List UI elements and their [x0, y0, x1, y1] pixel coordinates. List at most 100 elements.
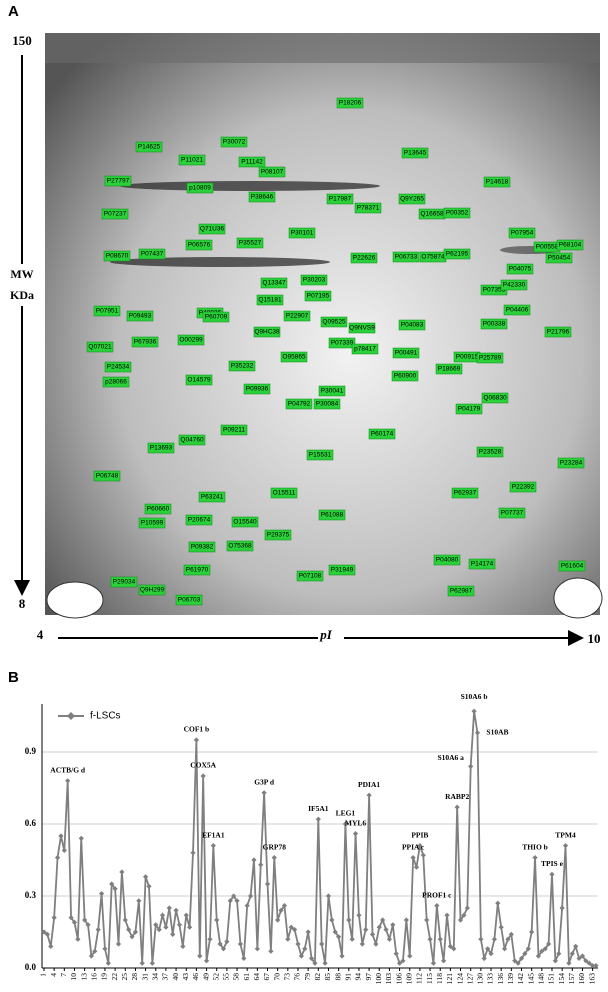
data-point — [525, 946, 531, 952]
data-point — [430, 960, 437, 966]
label-box — [178, 434, 206, 446]
protein-label: O14579 — [187, 377, 211, 384]
x-tick-label: 115 — [425, 973, 434, 984]
annotation: EF1A1 — [202, 830, 225, 839]
protein-label: P04083 — [401, 322, 424, 329]
data-point — [200, 773, 206, 779]
data-point — [258, 862, 264, 868]
protein-label: P00338 — [483, 321, 506, 328]
protein-label: O75368 — [228, 543, 252, 550]
protein-label: P60660 — [147, 506, 170, 513]
x-tick-label: 64 — [252, 973, 261, 981]
data-point — [583, 958, 589, 964]
label-box — [285, 398, 313, 410]
protein-label: Q9H299 — [140, 587, 165, 594]
x-tick-label: 88 — [333, 973, 342, 981]
label-box — [135, 141, 163, 153]
label-box — [177, 334, 205, 346]
x-tick-label: 76 — [293, 973, 302, 981]
data-point — [373, 941, 379, 947]
x-tick-label: 28 — [130, 973, 139, 981]
data-point — [383, 927, 389, 933]
protein-label: P09382 — [191, 544, 214, 551]
label-box — [476, 446, 504, 458]
data-point — [542, 946, 548, 952]
data-point — [390, 922, 396, 928]
data-point — [163, 924, 169, 930]
protein-label: P07195 — [307, 293, 330, 300]
x-tick-label: 67 — [262, 973, 271, 981]
protein-label: P18669 — [438, 366, 461, 373]
label-box — [198, 491, 226, 503]
protein-label: P06576 — [188, 242, 211, 249]
annotation: TPIS e — [541, 859, 564, 868]
protein-label: P07954 — [511, 230, 534, 237]
label-box — [391, 370, 419, 382]
x-tick-label: 85 — [323, 973, 332, 981]
label-box — [348, 322, 376, 334]
protein-label: P78371 — [357, 205, 380, 212]
data-point — [552, 958, 558, 964]
x-tick-label: 52 — [211, 973, 220, 981]
x-tick-label: 25 — [120, 973, 129, 981]
protein-label: P29375 — [267, 532, 290, 539]
data-point — [112, 886, 118, 892]
data-point — [393, 951, 399, 957]
protein-label: P62987 — [450, 588, 473, 595]
label-box — [447, 585, 475, 597]
protein-label: P67936 — [134, 339, 157, 346]
x-tick-label: 109 — [404, 973, 413, 985]
label-box — [392, 251, 420, 263]
protein-label: O15540 — [233, 519, 257, 526]
label-box — [138, 248, 166, 260]
label-box — [93, 305, 121, 317]
label-box — [320, 316, 348, 328]
data-point — [75, 936, 81, 942]
data-point — [485, 946, 491, 952]
protein-label: Q16658 — [420, 211, 444, 218]
data-point — [451, 946, 457, 952]
protein-label: P30041 — [321, 388, 344, 395]
data-point — [122, 917, 128, 923]
data-point — [352, 831, 359, 837]
label-box — [498, 507, 526, 519]
annotation: PDIA1 — [358, 780, 380, 789]
data-point — [153, 922, 159, 928]
label-box — [283, 310, 311, 322]
protein-label: P07437 — [141, 251, 164, 258]
data-point — [515, 960, 521, 966]
data-point — [82, 917, 88, 923]
x-tick-label: 130 — [476, 973, 485, 985]
data-point — [224, 939, 230, 945]
data-point — [159, 912, 166, 918]
data-point — [278, 907, 284, 913]
data-point — [535, 953, 542, 959]
data-point — [58, 833, 64, 839]
label-box — [433, 554, 461, 566]
x-tick-label: 19 — [100, 973, 109, 981]
data-point — [136, 898, 142, 904]
data-point — [380, 917, 386, 923]
data-point — [329, 917, 335, 923]
y-label: KDa — [10, 288, 34, 302]
label-box — [188, 541, 216, 553]
protein-label: Q9NVS9 — [349, 325, 375, 332]
data-point — [363, 927, 369, 933]
label-box — [102, 376, 130, 388]
data-point — [559, 905, 565, 911]
protein-label: P15531 — [309, 452, 332, 459]
protein-label: Q9HC38 — [254, 329, 280, 336]
label-box — [443, 248, 471, 260]
data-point — [176, 922, 183, 928]
annotation: LEG1 — [336, 809, 356, 818]
label-box — [236, 237, 264, 249]
label-box — [178, 154, 206, 166]
x-tick-label: 37 — [161, 973, 170, 981]
x-tick-label: 79 — [303, 973, 312, 981]
data-point — [424, 917, 430, 923]
data-point — [359, 941, 365, 947]
panel-label: A — [8, 3, 19, 20]
data-point — [339, 953, 345, 959]
label-box — [480, 318, 508, 330]
label-box — [288, 227, 316, 239]
